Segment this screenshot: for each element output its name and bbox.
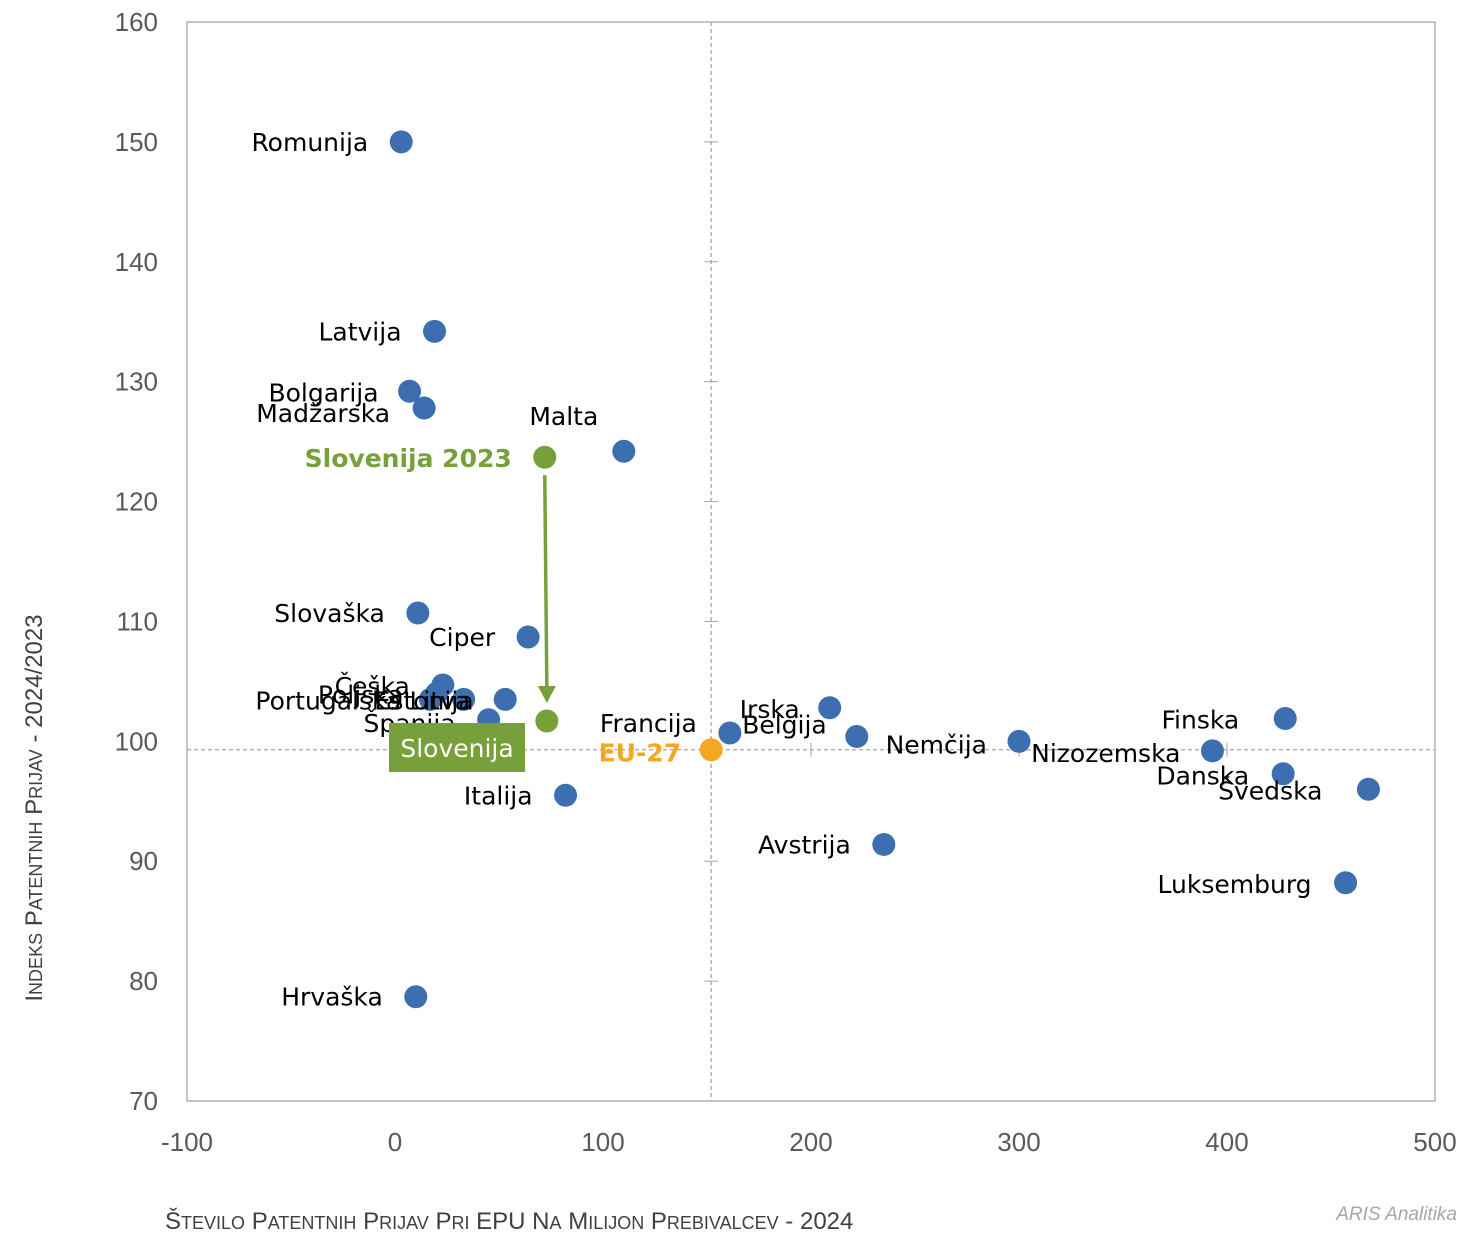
slovenija-label-box bbox=[389, 723, 525, 772]
y-tick-label: 140 bbox=[115, 247, 158, 277]
label-poljska: Poljska bbox=[318, 680, 404, 709]
point-latvija bbox=[423, 319, 447, 343]
label-irska: Irska bbox=[740, 695, 800, 724]
arrow-shaft bbox=[543, 475, 549, 689]
y-axis-title: INDEKS PATENTNIH PRIJAV - 2024/2023 bbox=[21, 614, 48, 1001]
label-portugalska: Portugalska bbox=[255, 686, 401, 715]
point-avstrija bbox=[872, 832, 896, 856]
label-estonija: Estonija bbox=[375, 686, 474, 715]
label-slovenija: Slovenija bbox=[400, 734, 513, 763]
label-nemcija: Nemčija bbox=[886, 730, 987, 759]
point-eu-27 bbox=[699, 738, 723, 762]
label-belgija: Belgija bbox=[742, 711, 827, 740]
point-bolgarija bbox=[398, 379, 422, 403]
y-tick-label: 80 bbox=[129, 966, 158, 996]
label-madzarska: Madžarska bbox=[256, 399, 390, 428]
label-luksemburg: Luksemburg bbox=[1158, 870, 1312, 899]
label-svedska: Švedska bbox=[1218, 775, 1322, 805]
label-slovaska: Slovaška bbox=[274, 599, 385, 628]
label-bolgarija: Bolgarija bbox=[268, 378, 378, 407]
point-italija bbox=[554, 783, 578, 807]
label-ciper: Ciper bbox=[429, 623, 496, 652]
label-malta: Malta bbox=[529, 402, 598, 431]
x-tick-label: 300 bbox=[997, 1127, 1040, 1157]
y-tick-label: 130 bbox=[115, 367, 158, 397]
point-finska bbox=[1273, 707, 1297, 731]
x-tick-label: -100 bbox=[161, 1127, 213, 1157]
label-litva: Litva bbox=[409, 686, 470, 715]
point-slovenija-2023 bbox=[533, 445, 557, 469]
label-latvija: Latvija bbox=[318, 317, 401, 346]
y-tick-label: 120 bbox=[115, 487, 158, 517]
point-nemcija bbox=[1007, 729, 1031, 753]
point-ciper bbox=[516, 625, 540, 649]
plot-area bbox=[186, 21, 1436, 1102]
point-slovaska bbox=[406, 601, 430, 625]
point-luksemburg bbox=[1334, 871, 1358, 895]
label-finska: Finska bbox=[1162, 706, 1240, 735]
label-francija: Francija bbox=[600, 709, 697, 738]
point-danska bbox=[1271, 762, 1295, 786]
x-tick-label: 200 bbox=[789, 1127, 832, 1157]
label-hrvaska: Hrvaška bbox=[281, 983, 383, 1012]
label-danska: Danska bbox=[1156, 762, 1249, 791]
point-francija bbox=[718, 721, 742, 745]
label-italija: Italija bbox=[464, 781, 533, 810]
point-svedska bbox=[1356, 777, 1380, 801]
arrow-head bbox=[537, 685, 556, 703]
y-tick-label: 100 bbox=[115, 726, 158, 756]
label-romunija: Romunija bbox=[251, 128, 368, 157]
label-nizozemska: Nizozemska bbox=[1031, 739, 1180, 768]
y-tick-label: 90 bbox=[129, 846, 158, 876]
label-slovenija-2023: Slovenija 2023 bbox=[305, 444, 512, 473]
label-eu-27: EU-27 bbox=[599, 739, 682, 768]
point-irska bbox=[818, 696, 842, 720]
point-belgija bbox=[845, 725, 869, 749]
point-nizozemska bbox=[1200, 739, 1224, 763]
point-madzarska bbox=[412, 396, 436, 420]
point-hrvaska bbox=[404, 985, 428, 1009]
credit-text: ARIS Analitika bbox=[1335, 1204, 1457, 1225]
x-axis-title: ŠTEVILO PATENTNIH PRIJAV PRI EPU NA MILI… bbox=[165, 1207, 853, 1235]
point-romunija bbox=[389, 130, 413, 154]
data-points bbox=[389, 130, 1380, 1009]
point-portugalska bbox=[418, 687, 442, 711]
point-slovenija bbox=[535, 709, 559, 733]
slovenia-change-arrow bbox=[537, 475, 556, 703]
label-ceska: Češka bbox=[335, 671, 410, 701]
x-tick-label: 400 bbox=[1205, 1127, 1248, 1157]
y-tick-label: 110 bbox=[117, 606, 158, 636]
x-axis-ticks: -100 0 100 200 300 400 500 bbox=[161, 1127, 1457, 1157]
y-tick-label: 70 bbox=[129, 1086, 158, 1116]
x-tick-label: 0 bbox=[388, 1127, 402, 1157]
point-litva bbox=[493, 687, 517, 711]
y-tick-label: 160 bbox=[115, 7, 158, 37]
label-avstrija: Avstrija bbox=[758, 830, 851, 859]
y-axis-ticks: 70 80 90 100 110 120 130 140 150 160 bbox=[115, 7, 158, 1116]
x-tick-label: 100 bbox=[581, 1127, 624, 1157]
y-tick-label: 150 bbox=[115, 127, 158, 157]
x-tick-label: 500 bbox=[1413, 1127, 1456, 1157]
point-malta bbox=[612, 439, 636, 463]
point-estonija bbox=[452, 687, 476, 711]
